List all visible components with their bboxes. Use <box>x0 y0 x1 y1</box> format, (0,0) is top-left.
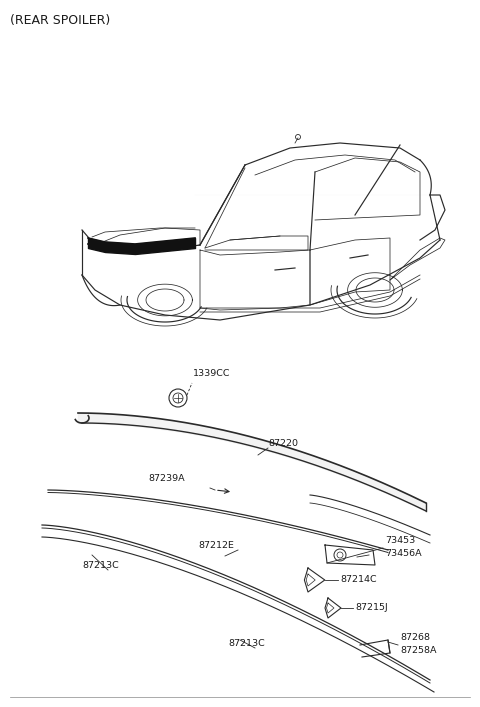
Text: 87215J: 87215J <box>355 604 388 612</box>
Text: 87212E: 87212E <box>198 541 234 550</box>
Text: 87220: 87220 <box>268 439 298 448</box>
Text: 73456A: 73456A <box>385 549 421 558</box>
Text: 87239A: 87239A <box>148 474 185 483</box>
Text: 87213C: 87213C <box>228 639 265 648</box>
Text: 73453: 73453 <box>385 536 415 545</box>
Text: 87258A: 87258A <box>400 646 436 655</box>
Text: 87214C: 87214C <box>340 575 377 585</box>
Text: 87213C: 87213C <box>82 561 119 570</box>
Text: 1339CC: 1339CC <box>193 369 230 378</box>
Text: 87268: 87268 <box>400 633 430 642</box>
Text: (REAR SPOILER): (REAR SPOILER) <box>10 14 110 27</box>
